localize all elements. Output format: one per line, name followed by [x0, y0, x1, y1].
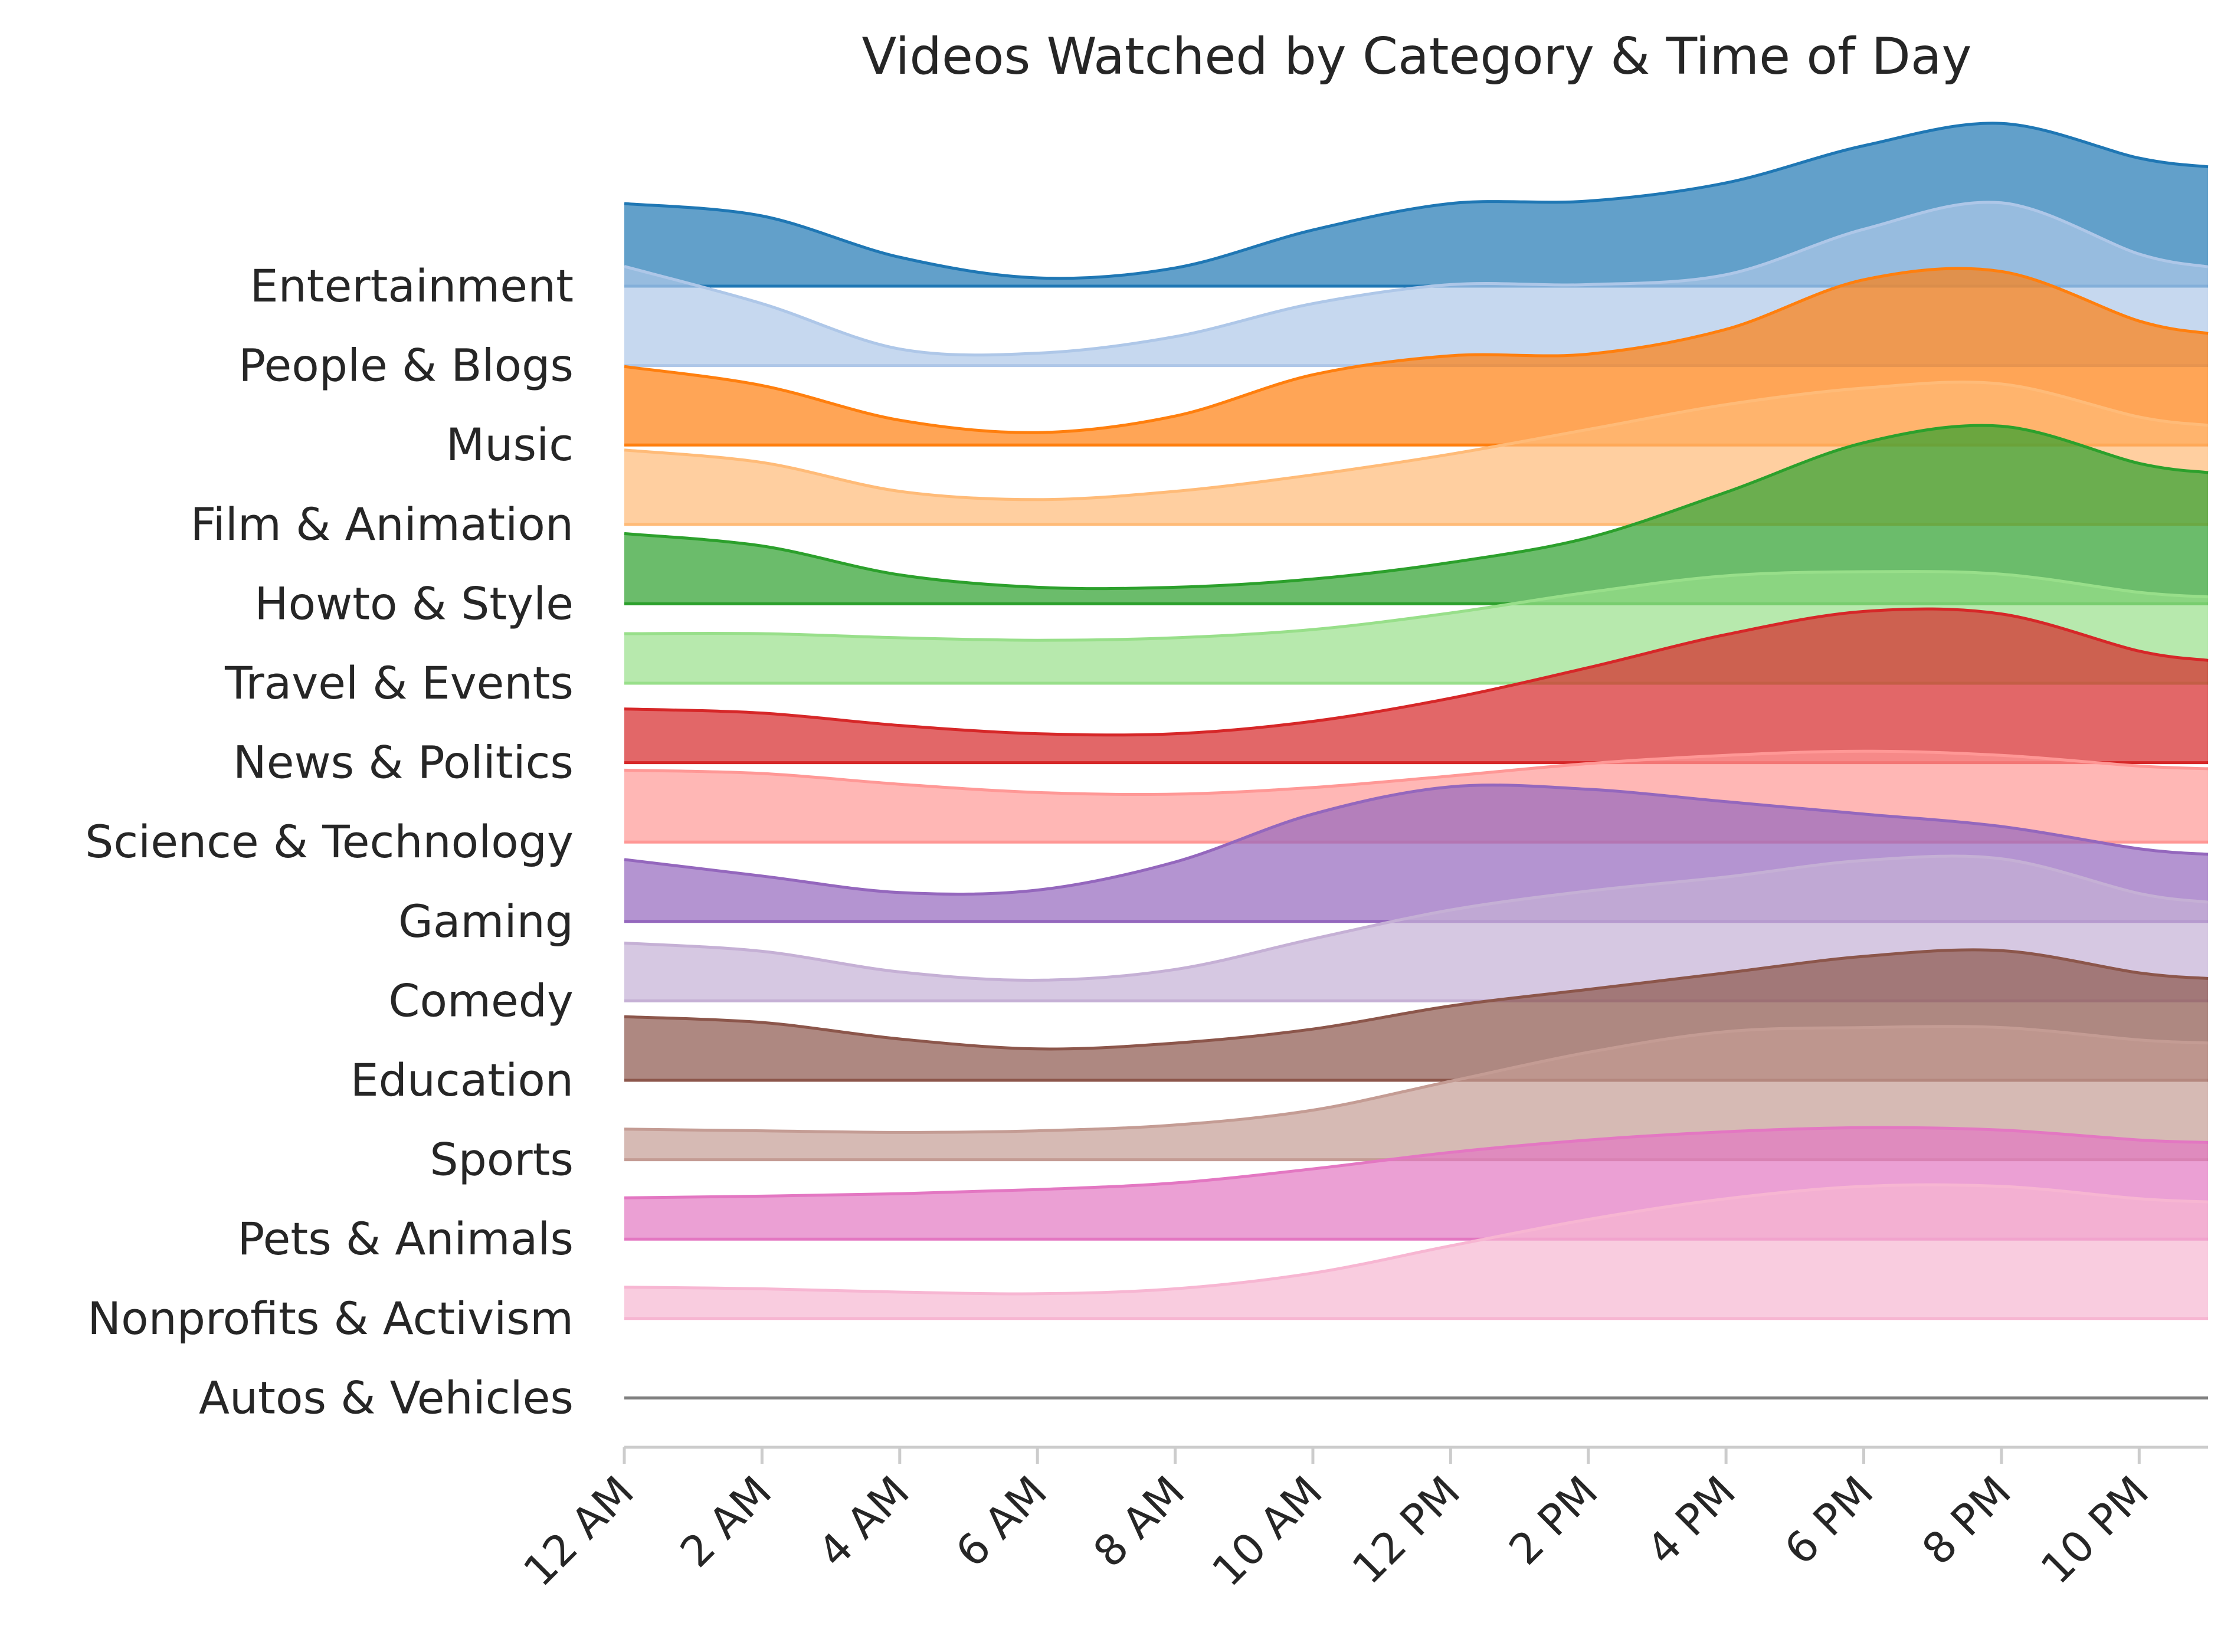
x-tick-label: 12 AM	[514, 1467, 643, 1596]
x-axis: 12 AM 2 AM 4 AM 6 AM 8 AM 10 AM 12 PM 2 PM 4 PM 6…	[514, 1446, 2208, 1596]
ridge-area-nonprofits-and-activism	[624, 1185, 2208, 1319]
category-label-education: Education	[351, 1054, 574, 1106]
ridge-line-gaming	[624, 784, 2209, 896]
category-label-autos-and-vehicles: Autos & Vehicles	[199, 1371, 574, 1424]
ridge-line-music	[624, 267, 2209, 434]
x-tick-label: 2 AM	[671, 1467, 781, 1577]
ridge-line-entertainment	[624, 122, 2209, 280]
category-label-nonprofits-and-activism: Nonprofits & Activism	[87, 1292, 574, 1345]
x-tick-label: 12 PM	[1342, 1467, 1469, 1594]
x-tick-label: 10 AM	[1203, 1467, 1332, 1596]
category-label-comedy: Comedy	[388, 974, 574, 1027]
category-label-film-and-animation: Film & Animation	[191, 498, 574, 550]
x-tick-label: 2 PM	[1499, 1467, 1607, 1575]
ridge-area-sports	[624, 1026, 2208, 1160]
ridge-line-nonprofits-and-activism	[624, 1183, 2209, 1296]
category-label-science-and-technology: Science & Technology	[85, 815, 574, 868]
ridge-line-pets-and-animals	[624, 1126, 2209, 1199]
ridges-layer	[624, 122, 2209, 1399]
x-tick-label: 6 AM	[946, 1467, 1056, 1577]
category-label-howto-and-style: Howto & Style	[254, 577, 574, 630]
ridge-line-people-and-blogs	[624, 201, 2209, 357]
ridge-line-film-and-animation	[624, 381, 2209, 502]
ridge-line-science-and-technology	[624, 749, 2209, 796]
x-tick-label: 8 PM	[1912, 1467, 2020, 1575]
ridge-line-travel-and-events	[624, 570, 2209, 642]
category-label-pets-and-animals: Pets & Animals	[238, 1212, 574, 1265]
category-label-gaming: Gaming	[398, 895, 574, 948]
x-tick-label: 8 AM	[1084, 1467, 1194, 1577]
ridge-line-comedy	[624, 854, 2209, 982]
category-label-sports: Sports	[430, 1133, 574, 1186]
x-tick-label: 10 PM	[2031, 1467, 2158, 1594]
ridge-line-news-and-politics	[624, 607, 2209, 737]
x-tick-label: 6 PM	[1775, 1467, 1883, 1575]
category-label-news-and-politics: News & Politics	[233, 736, 574, 789]
category-label-entertainment: Entertainment	[250, 260, 574, 312]
ridge-area-news-and-politics	[624, 609, 2208, 763]
x-tick-label: 4 PM	[1637, 1467, 1745, 1575]
category-label-music: Music	[446, 418, 574, 471]
chart-title: Videos Watched by Category & Time of Day	[862, 27, 1972, 86]
category-label-travel-and-events: Travel & Events	[224, 657, 574, 709]
category-labels: Entertainment People & Blogs Music Film & A…	[85, 260, 574, 1424]
ridge-line-howto-and-style	[624, 424, 2209, 591]
ridge-line-sports	[624, 1025, 2209, 1134]
ridge-line-education	[624, 948, 2209, 1051]
x-tick-label: 4 AM	[808, 1467, 919, 1577]
ridge-area-howto-and-style	[624, 425, 2208, 604]
ridge-nonprofits-and-activism	[624, 1183, 2209, 1320]
category-label-people-and-blogs: People & Blogs	[238, 339, 574, 392]
